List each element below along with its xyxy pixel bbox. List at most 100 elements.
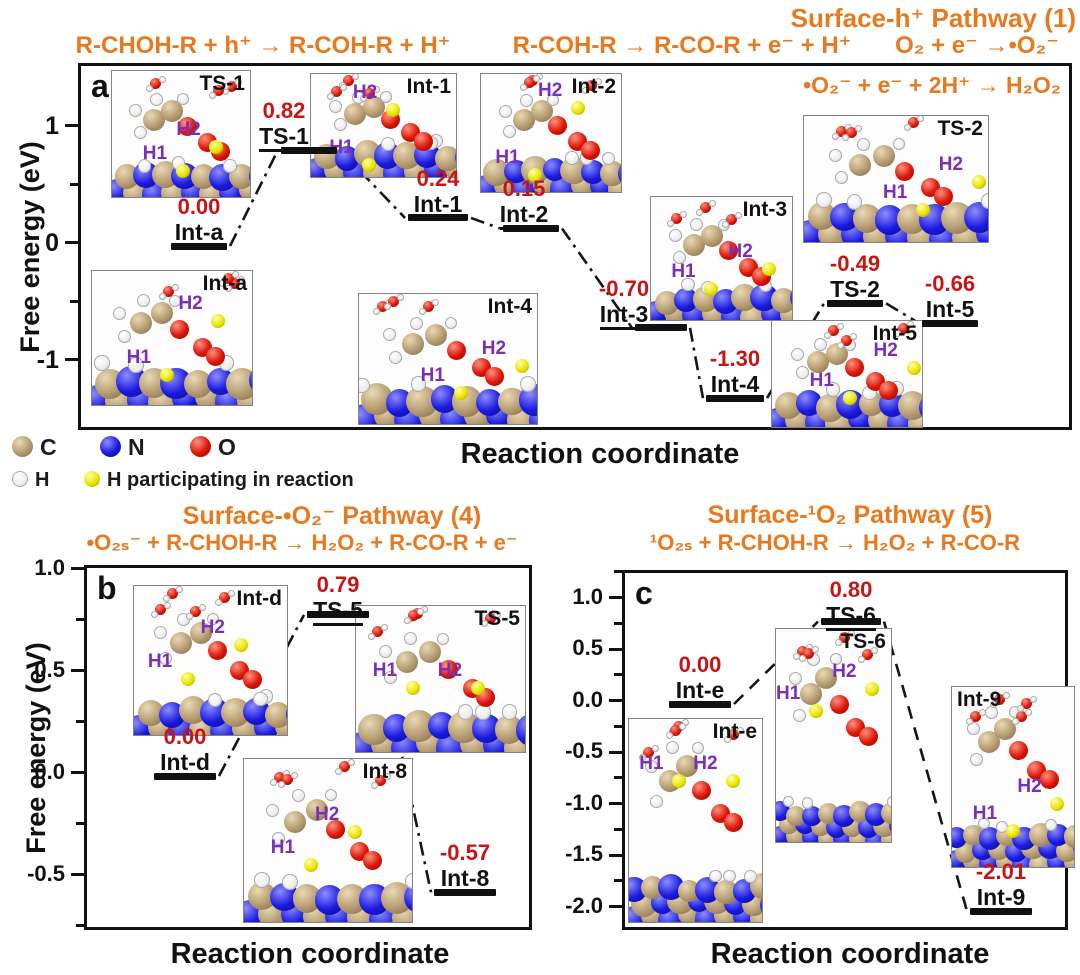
- atom-h-icon: [475, 704, 492, 720]
- energy-level-name: Int-5: [885, 296, 1015, 326]
- atom-o-icon: [878, 380, 898, 400]
- atom-y-icon: [809, 703, 824, 718]
- energy-value-label: -0.49: [829, 251, 881, 277]
- atom-o-icon: [933, 187, 953, 207]
- inset-label: Int-2: [571, 75, 616, 98]
- energy-level-name: TS-6: [786, 602, 916, 631]
- atom-h-icon: [850, 332, 858, 340]
- atom-n-icon: [919, 393, 922, 423]
- atom-h-icon: [965, 717, 973, 725]
- atom-y-icon: [209, 139, 224, 154]
- atom-h-icon: [405, 873, 412, 889]
- h-atom-label: H2: [832, 661, 857, 682]
- atom-o-icon: [894, 161, 914, 181]
- atom-o-icon: [374, 774, 386, 786]
- atom-h-icon: [370, 781, 378, 789]
- atom-h-icon: [222, 83, 230, 91]
- atom-c-icon: [161, 99, 184, 122]
- atom-y-icon: [1005, 824, 1020, 839]
- energy-level-name-text: Int-5: [925, 296, 975, 326]
- atom-y-icon: [233, 638, 248, 653]
- h-atom-label: H2: [1017, 776, 1042, 798]
- y-axis-major-tick: [71, 873, 84, 876]
- atom-y-icon: [672, 774, 687, 789]
- atom-o-icon: [387, 295, 399, 307]
- energy-level-bar-int-2: [503, 224, 559, 232]
- inset-label: TS-1: [199, 72, 245, 95]
- h-atom-label: H2: [200, 617, 225, 639]
- atom-h-icon: [595, 77, 603, 85]
- atom-n-icon: [790, 284, 792, 310]
- y-axis-major-tick: [71, 567, 84, 570]
- energy-level-name-text: Int-1: [413, 190, 463, 220]
- atom-o-icon: [692, 781, 712, 801]
- atom-h-icon: [1029, 696, 1037, 704]
- atom-o-icon: [586, 79, 598, 91]
- atom-c-icon: [988, 208, 989, 235]
- atom-h-icon: [907, 321, 915, 328]
- atom-h-icon: [695, 208, 703, 216]
- atom-n-icon: [674, 288, 698, 312]
- atom-h-icon: [892, 138, 905, 151]
- atom-h-icon: [782, 795, 795, 807]
- atom-color-legend: C N O H H participating in reaction: [4, 433, 544, 497]
- y-axis-major-tick: [65, 358, 78, 361]
- atom-h-icon: [269, 778, 277, 786]
- atom-h-icon: [417, 608, 425, 616]
- atom-o-icon: [725, 213, 737, 225]
- atom-h-icon: [388, 350, 402, 364]
- atom-o-icon: [908, 117, 920, 129]
- atom-h-icon: [501, 704, 518, 721]
- atom-y-icon: [405, 681, 420, 696]
- atom-h-icon: [209, 92, 217, 100]
- atom-h-icon: [329, 100, 343, 114]
- atom-h-icon: [252, 691, 268, 707]
- atom-h-icon: [324, 789, 337, 802]
- atom-y-icon: [528, 168, 543, 182]
- legend-label-n: N: [128, 434, 145, 460]
- atom-c-icon: [994, 717, 1017, 740]
- atom-h-icon: [431, 298, 439, 306]
- energy-value-label: 0.80: [829, 577, 873, 602]
- x-axis-title: Reaction coordinate: [710, 938, 990, 970]
- atom-c-icon: [815, 667, 838, 690]
- atom-o-icon: [844, 357, 864, 377]
- atom-h-icon: [824, 332, 832, 340]
- atom-y-icon: [385, 102, 400, 117]
- atom-h-icon: [282, 769, 290, 777]
- atom-h-icon: [690, 218, 704, 231]
- y-axis-major-tick: [609, 905, 622, 908]
- atom-o-icon: [718, 241, 738, 261]
- energy-level-bar-int-4: [706, 394, 764, 402]
- energy-level-bar-int-5: [922, 319, 978, 327]
- atom-n-icon: [249, 164, 250, 188]
- atom-c-icon: [955, 842, 976, 864]
- h-atom-label: H1: [495, 147, 520, 168]
- atom-c-icon: [531, 100, 554, 123]
- atom-h-icon: [679, 722, 687, 730]
- energy-level-name: Int-3: [559, 300, 689, 330]
- y-axis-tick-label: 0.5: [572, 635, 603, 660]
- atom-h-icon: [347, 759, 355, 766]
- atom-y-icon: [865, 682, 880, 696]
- atom-h-icon: [378, 645, 392, 659]
- atom-h-icon: [582, 86, 590, 94]
- atom-o-icon: [218, 592, 230, 604]
- atom-h-icon: [218, 279, 226, 287]
- atom-h-icon: [498, 104, 512, 118]
- atom-o-icon: [845, 127, 857, 139]
- pathway-equation-b: •O₂ₛ⁻ + R-CHOH-R → H₂O₂ + R-CO-R + e⁻: [86, 530, 518, 555]
- atom-h-icon: [691, 741, 704, 754]
- atom-o-icon: [548, 116, 568, 136]
- atom-h-icon: [894, 329, 902, 337]
- atom-h-icon: [383, 772, 391, 780]
- atom-h-icon: [333, 117, 347, 131]
- atom-h-icon: [815, 192, 832, 209]
- atom-o-icon: [838, 631, 850, 643]
- energy-level-name-text: TS-6: [826, 602, 876, 631]
- atom-o-icon: [213, 85, 225, 97]
- atom-h-icon: [1011, 718, 1019, 726]
- atom-y-icon: [1050, 797, 1065, 812]
- atom-h-icon: [383, 302, 391, 310]
- atom-o-icon: [408, 610, 420, 622]
